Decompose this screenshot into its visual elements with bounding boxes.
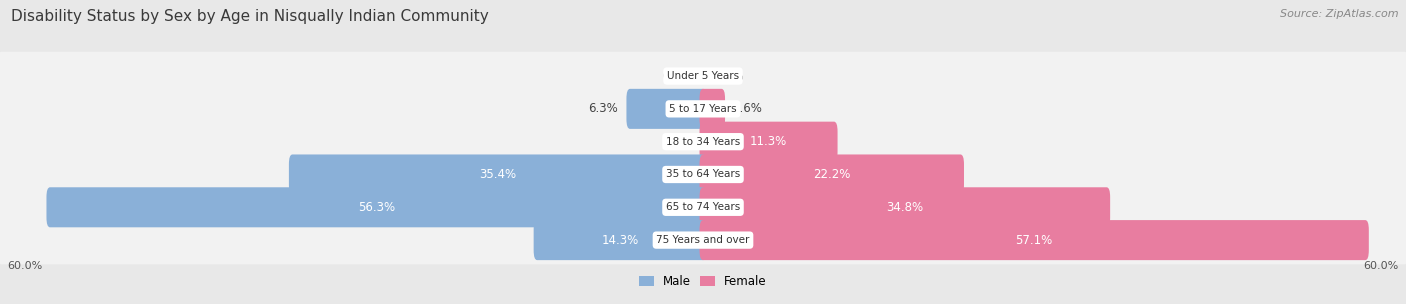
FancyBboxPatch shape [0, 216, 1406, 264]
Text: 60.0%: 60.0% [1364, 261, 1399, 271]
FancyBboxPatch shape [627, 89, 706, 129]
Text: 14.3%: 14.3% [602, 233, 638, 247]
Text: 34.8%: 34.8% [886, 201, 924, 214]
FancyBboxPatch shape [700, 89, 725, 129]
Text: 11.3%: 11.3% [749, 135, 787, 148]
Text: 35.4%: 35.4% [479, 168, 516, 181]
Text: Source: ZipAtlas.com: Source: ZipAtlas.com [1281, 9, 1399, 19]
Text: 0.0%: 0.0% [662, 70, 692, 83]
FancyBboxPatch shape [0, 85, 1406, 133]
Text: 0.0%: 0.0% [714, 70, 744, 83]
Text: 57.1%: 57.1% [1015, 233, 1053, 247]
Text: Disability Status by Sex by Age in Nisqually Indian Community: Disability Status by Sex by Age in Nisqu… [11, 9, 489, 24]
Legend: Male, Female: Male, Female [634, 270, 772, 293]
Text: 1.6%: 1.6% [733, 102, 763, 115]
FancyBboxPatch shape [0, 183, 1406, 232]
FancyBboxPatch shape [0, 117, 1406, 166]
FancyBboxPatch shape [700, 154, 965, 195]
Text: 65 to 74 Years: 65 to 74 Years [666, 202, 740, 212]
Text: 18 to 34 Years: 18 to 34 Years [666, 137, 740, 147]
Text: Under 5 Years: Under 5 Years [666, 71, 740, 81]
FancyBboxPatch shape [288, 154, 706, 195]
Text: 22.2%: 22.2% [813, 168, 851, 181]
FancyBboxPatch shape [46, 187, 706, 227]
Text: 5 to 17 Years: 5 to 17 Years [669, 104, 737, 114]
FancyBboxPatch shape [700, 187, 1111, 227]
Text: 6.3%: 6.3% [589, 102, 619, 115]
FancyBboxPatch shape [0, 150, 1406, 199]
FancyBboxPatch shape [700, 220, 1369, 260]
Text: 60.0%: 60.0% [7, 261, 42, 271]
Text: 35 to 64 Years: 35 to 64 Years [666, 170, 740, 179]
Text: 0.0%: 0.0% [662, 135, 692, 148]
FancyBboxPatch shape [700, 122, 838, 162]
Text: 75 Years and over: 75 Years and over [657, 235, 749, 245]
FancyBboxPatch shape [0, 52, 1406, 100]
FancyBboxPatch shape [534, 220, 706, 260]
Text: 56.3%: 56.3% [359, 201, 395, 214]
